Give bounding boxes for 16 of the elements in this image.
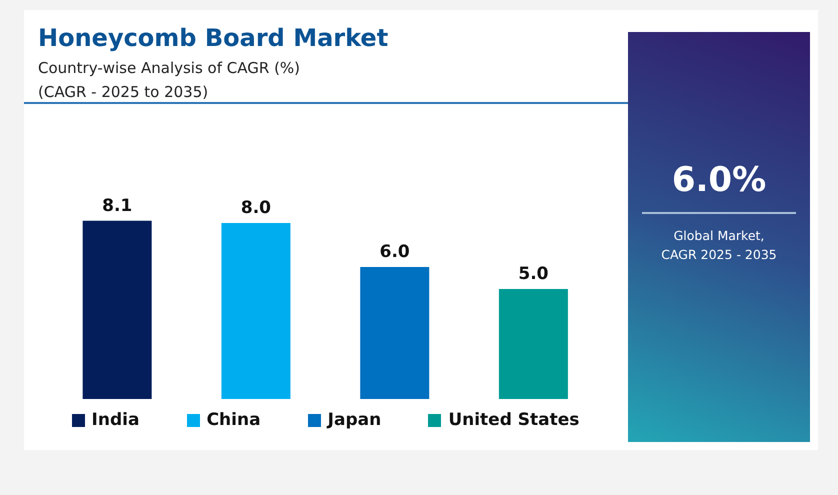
data-label: 5.0 bbox=[518, 264, 549, 284]
bar bbox=[360, 267, 430, 399]
data-label: 8.0 bbox=[240, 198, 272, 218]
x-tick-label: United States bbox=[448, 410, 580, 430]
x-tick-label: India bbox=[92, 410, 140, 430]
chart-subtitle: Country-wise Analysis of CAGR (%) (CAGR - 2025 to 2035) bbox=[38, 58, 300, 103]
x-tick-label: China bbox=[206, 410, 261, 430]
bar bbox=[82, 220, 152, 399]
bar bbox=[498, 289, 568, 399]
x-tick-label: Japan bbox=[328, 410, 382, 430]
text: Global Market, CAGR 2025 - 2035 bbox=[660, 227, 778, 264]
bar bbox=[221, 223, 290, 399]
text: 6.0% bbox=[670, 160, 768, 200]
data-label: 8.1 bbox=[102, 196, 132, 216]
data-label: 6.0 bbox=[380, 242, 410, 262]
chart-title: Honeycomb Board Market bbox=[38, 24, 388, 52]
